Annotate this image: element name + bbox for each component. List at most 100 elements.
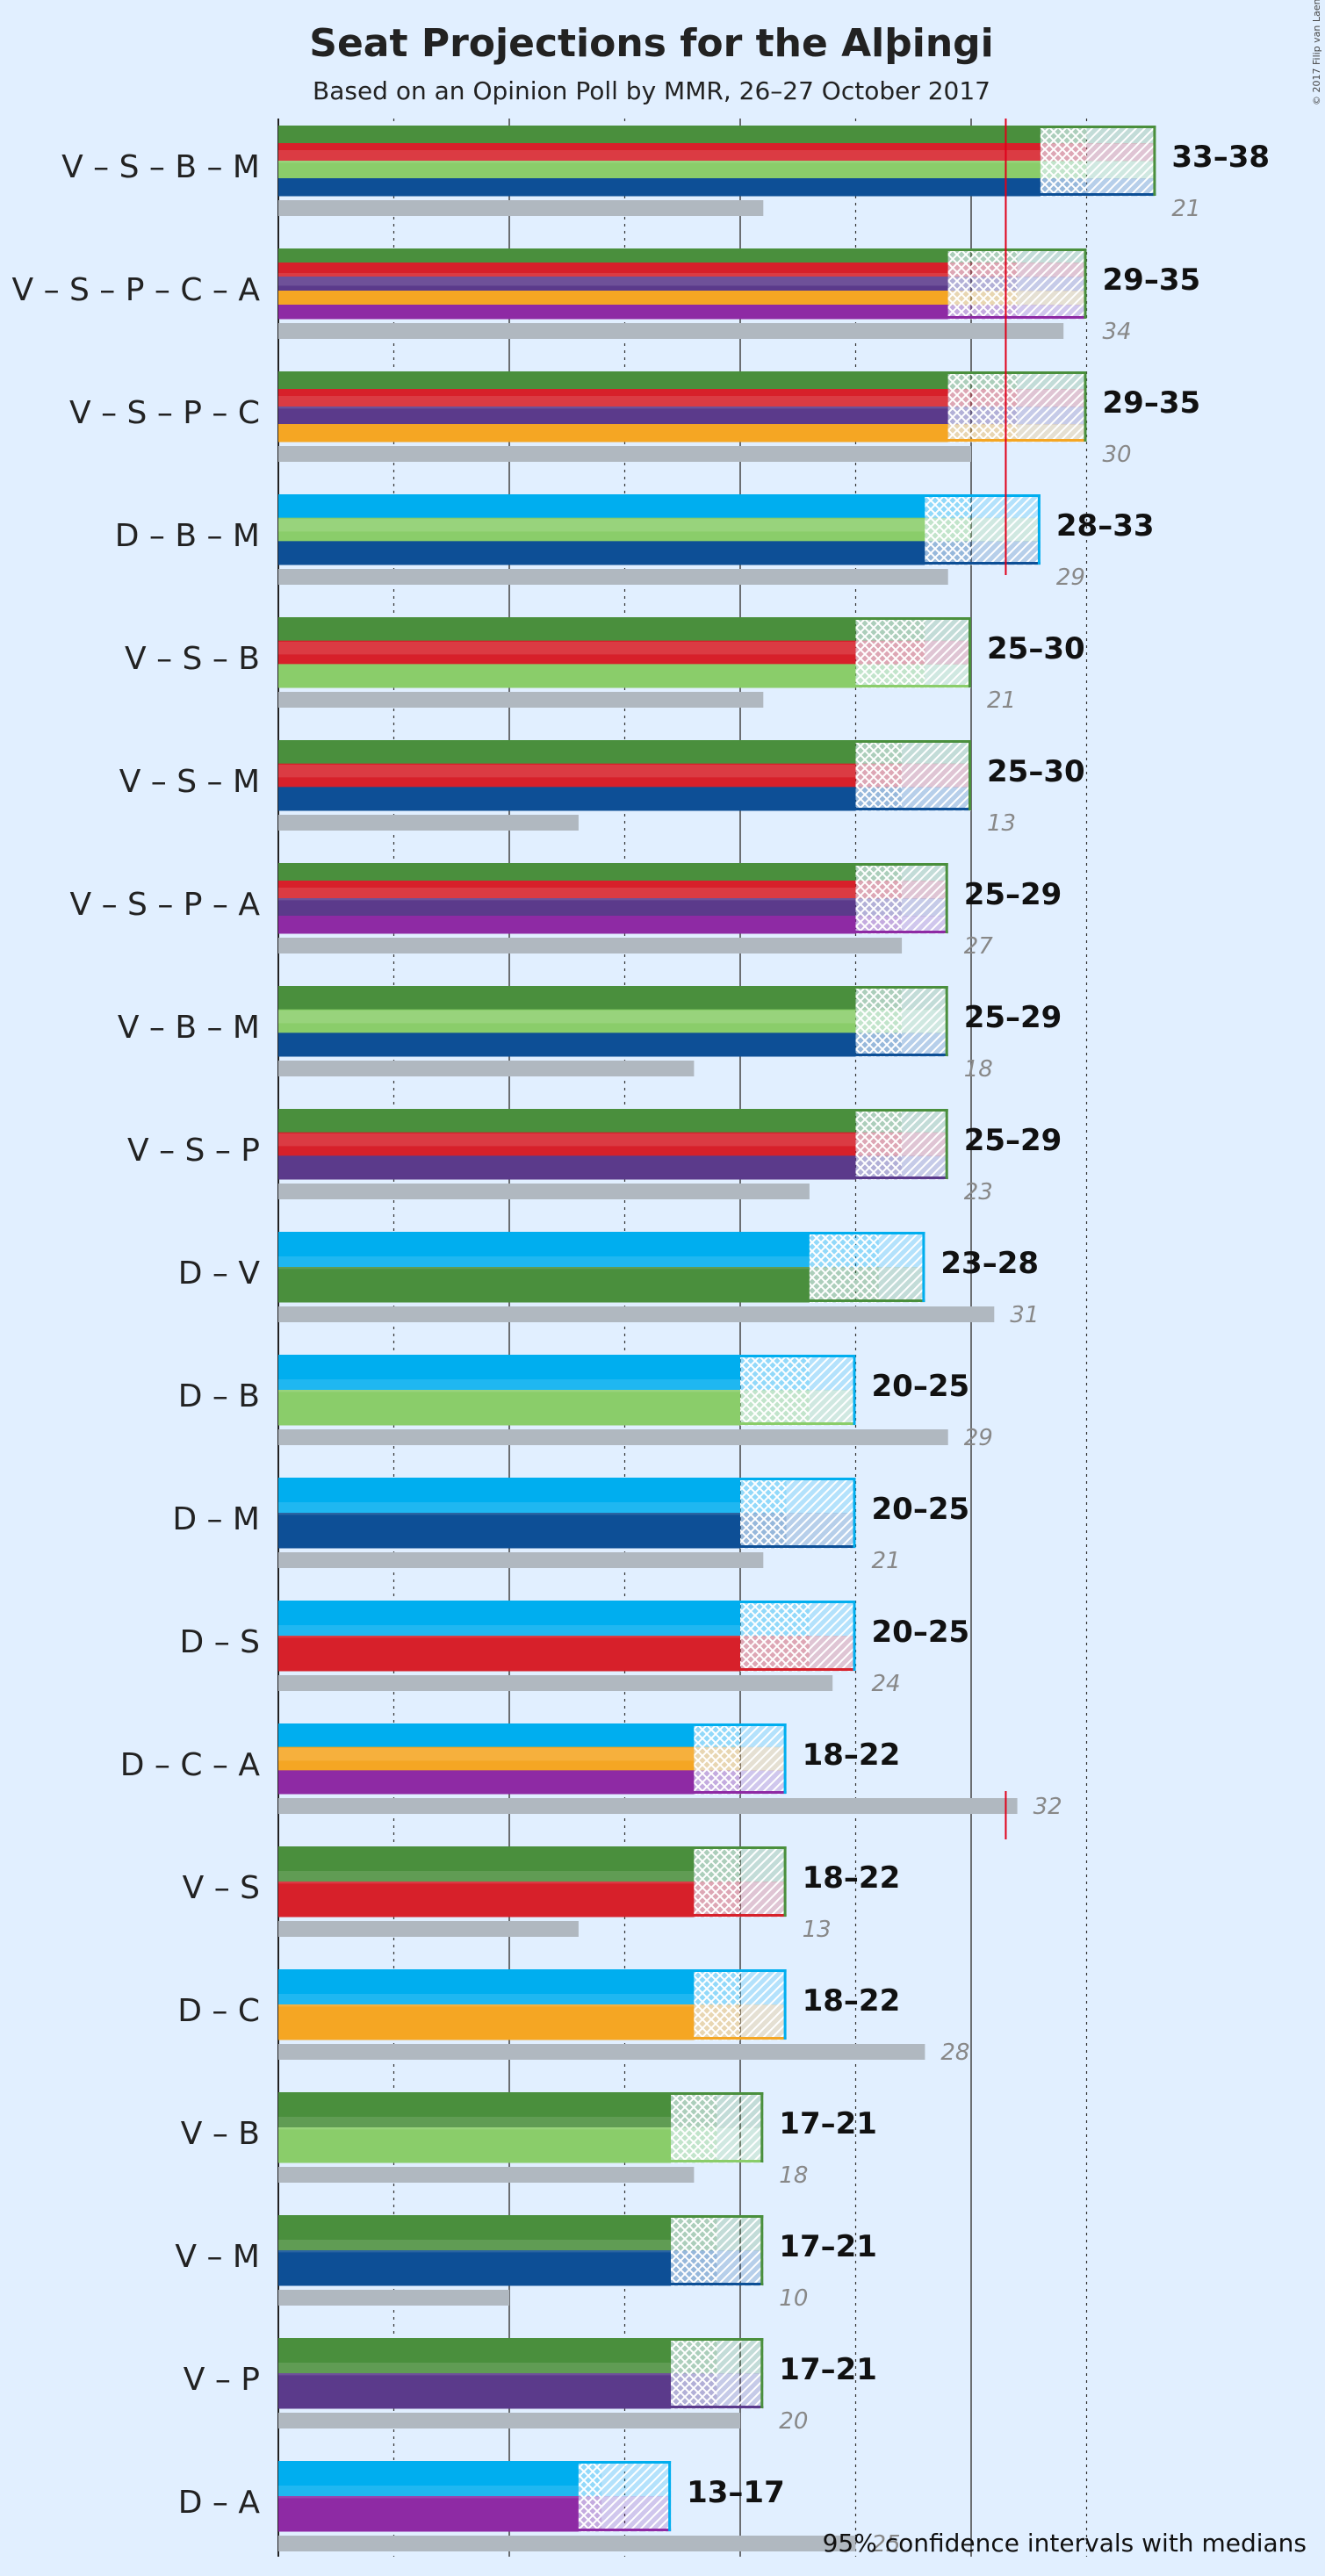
ci-lower-hatch-S — [694, 1882, 740, 1918]
party-stripe-V — [278, 371, 948, 390]
ci-lower-hatch-P — [671, 2373, 717, 2409]
ci-lower-hatch-V — [947, 248, 1018, 263]
coalition-row: V – S – P 25–29 23 — [127, 1109, 1062, 1205]
ci-upper-hatch-V — [902, 1109, 948, 1133]
ci-lower-hatch-P — [947, 407, 1018, 425]
coalition-label: V – B — [181, 2116, 260, 2152]
coalition-label: V – S – P – A — [70, 887, 261, 923]
ci-lower-hatch-V — [1040, 126, 1087, 144]
range-label: 20–25 — [872, 1369, 970, 1404]
ci-upper-hatch-S — [809, 1636, 856, 1672]
coalition-label: V – S – P — [127, 1133, 260, 1169]
last-result-bar — [278, 2044, 925, 2060]
ci-lower-hatch-C — [694, 2004, 740, 2040]
last-result-label: 20 — [779, 2408, 808, 2435]
last-result-label: 23 — [964, 1179, 993, 1205]
ci-lower-hatch-B — [1040, 161, 1087, 179]
party-stripe-S — [278, 763, 856, 788]
party-stripe-V — [278, 617, 856, 642]
coalition-row: V – S – P – C – A 29–35 34 — [12, 248, 1200, 345]
ci-lower-hatch-A — [855, 916, 903, 934]
party-stripe-D — [278, 1723, 695, 1748]
ci-lower-hatch-V — [671, 2338, 717, 2374]
last-result-label: 13 — [987, 810, 1016, 837]
ci-lower-hatch-D — [694, 1723, 740, 1748]
bar-sheen — [278, 888, 856, 901]
coalition-row: V – B – M 25–29 18 — [118, 986, 1062, 1083]
ci-upper-hatch-S — [925, 640, 971, 665]
ci-upper-hatch-P — [902, 1155, 948, 1180]
ci-upper-hatch-M — [902, 1033, 948, 1057]
last-result-label: 34 — [1103, 319, 1132, 345]
coalition-row: V – S – M 25–30 13 — [119, 740, 1085, 837]
party-stripe-M — [278, 1513, 740, 1549]
ci-upper-hatch-D — [878, 1232, 925, 1268]
ci-upper-hatch-B — [717, 2127, 764, 2163]
ci-lower-hatch-P — [947, 277, 1018, 291]
range-label: 20–25 — [872, 1615, 970, 1650]
ci-upper-hatch-A — [1017, 305, 1087, 320]
last-result-label: 21 — [872, 1548, 901, 1574]
ci-upper-hatch-S — [1017, 263, 1087, 277]
range-label: 23–28 — [940, 1246, 1039, 1281]
ci-lower-hatch-V — [855, 986, 903, 1011]
ci-lower-hatch-B — [855, 1009, 903, 1033]
range-label: 25–29 — [964, 877, 1062, 912]
coalition-label: V – S – P – C – A — [12, 272, 261, 308]
ci-lower-hatch-B — [925, 517, 971, 542]
last-result-bar — [278, 2413, 740, 2428]
coalition-label: D – B – M — [115, 518, 260, 554]
coalition-row: D – C – A 18–22 32 — [120, 1723, 1062, 1820]
last-result-bar — [278, 1061, 695, 1076]
party-stripe-M — [278, 178, 1041, 197]
last-result-label: 28 — [940, 2040, 969, 2066]
coalition-label: D – S — [180, 1624, 260, 1660]
coalition-label: V – S – P – C — [69, 395, 260, 431]
ci-upper-hatch-V — [717, 2215, 764, 2251]
legend-text: 95% confidence intervals with medians — [823, 2529, 1307, 2558]
party-stripe-V — [278, 126, 1041, 144]
ci-upper-hatch-A — [902, 916, 948, 934]
ci-upper-hatch-S — [902, 763, 971, 788]
party-stripe-D — [278, 1969, 695, 2005]
ci-upper-hatch-M — [786, 1513, 856, 1549]
coalition-row: D – A 13–17 25 — [178, 2461, 901, 2558]
ci-lower-hatch-V — [855, 1109, 903, 1133]
ci-upper-hatch-D — [740, 1723, 787, 1748]
copyright-notice: © 2017 Filip van Laenen — [1311, 0, 1322, 105]
party-stripe-B — [278, 1009, 856, 1033]
ci-lower-hatch-B — [740, 1390, 810, 1426]
party-stripe-V — [278, 1846, 695, 1882]
party-stripe-S — [278, 881, 856, 899]
coalition-row: V – S – P – A 25–29 27 — [70, 863, 1062, 960]
last-result-label: 18 — [779, 2162, 808, 2189]
party-stripe-V — [278, 2338, 672, 2374]
ci-lower-hatch-V — [671, 2092, 717, 2128]
last-result-label: 10 — [779, 2285, 808, 2312]
ci-lower-hatch-A — [947, 305, 1018, 320]
last-result-label: 21 — [1171, 196, 1200, 222]
last-result-label: 32 — [1033, 1794, 1062, 1820]
party-stripe-C — [278, 291, 948, 306]
ci-lower-hatch-S — [740, 1636, 810, 1672]
ci-lower-hatch-S — [1040, 143, 1087, 162]
ci-upper-hatch-S — [902, 1132, 948, 1156]
range-label: 29–35 — [1103, 385, 1201, 421]
party-stripe-M — [278, 787, 856, 811]
ci-lower-hatch-S — [855, 640, 925, 665]
ci-lower-hatch-M — [855, 787, 903, 811]
party-stripe-P — [278, 407, 948, 425]
range-label: 20–25 — [872, 1492, 970, 1527]
party-stripe-A — [278, 2496, 579, 2532]
range-label: 17–21 — [779, 2229, 877, 2264]
bar-sheen — [278, 765, 856, 778]
ci-upper-hatch-S — [1086, 143, 1156, 162]
coalition-label: D – V — [178, 1256, 261, 1292]
coalition-label: D – B — [178, 1378, 260, 1414]
last-result-bar — [278, 692, 764, 708]
coalition-row: D – B 20–25 29 — [178, 1355, 993, 1451]
ci-lower-hatch-M — [671, 2250, 717, 2286]
party-stripe-D — [278, 494, 925, 519]
coalition-label: D – C – A — [120, 1747, 261, 1783]
last-result-label: 25 — [872, 2531, 901, 2558]
